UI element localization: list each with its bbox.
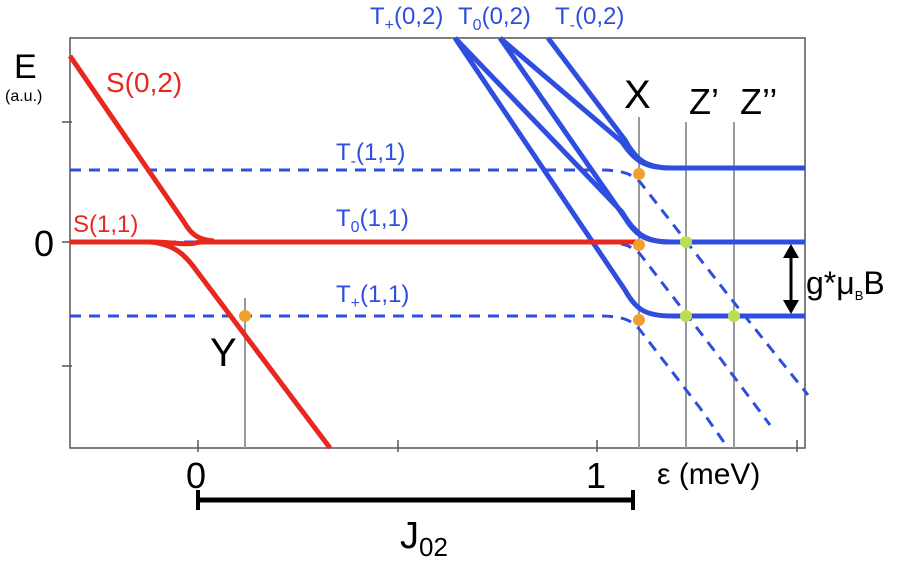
label-point-z2: Z’’ xyxy=(740,81,777,122)
j02-label: J02 xyxy=(400,515,448,561)
label-t002: T0(0,2) xyxy=(458,3,531,34)
curve-t011 xyxy=(70,240,772,426)
label-s11: S(1,1) xyxy=(73,211,138,238)
curve-tp02 xyxy=(453,36,805,245)
label-tp11: T+(1,1) xyxy=(336,281,409,312)
x-axis-unit: ε (meV) xyxy=(657,458,760,491)
marker-z2-low xyxy=(728,310,740,322)
label-s02: S(0,2) xyxy=(106,67,182,98)
marker-x-low xyxy=(633,314,645,326)
label-point-x: X xyxy=(624,73,651,117)
zeeman-arrow-head-up xyxy=(783,244,799,258)
label-tm02: T-(0,2) xyxy=(555,3,624,34)
curve-tm11 xyxy=(70,168,810,396)
curve-t002-visible xyxy=(497,36,805,245)
marker-y xyxy=(239,310,251,322)
y-axis-unit: (a.u.) xyxy=(5,88,42,105)
x-tick-label-1: 1 xyxy=(586,455,606,496)
curve-tm02-visible xyxy=(546,36,805,171)
marker-x-top xyxy=(633,168,645,180)
label-t011: T0(1,1) xyxy=(336,205,409,236)
label-point-y: Y xyxy=(210,331,237,375)
curve-s11-down xyxy=(149,239,332,450)
zeeman-label: g*μBB xyxy=(806,265,885,303)
label-tp02: T+(0,2) xyxy=(370,3,443,34)
y-zero-label: 0 xyxy=(34,223,54,264)
marker-z1-low xyxy=(680,310,692,322)
zeeman-arrow-head-down xyxy=(783,300,799,314)
x-tick-label-0: 0 xyxy=(186,455,206,496)
label-tm11: T-(1,1) xyxy=(336,139,405,170)
label-point-z1: Z’ xyxy=(689,81,719,122)
curve-tp02-visible xyxy=(452,36,805,319)
curve-s02-visible xyxy=(67,54,215,244)
marker-x-mid xyxy=(633,239,645,251)
curve-tp11 xyxy=(70,314,730,449)
marker-z1-mid xyxy=(680,236,692,248)
y-axis-title: E xyxy=(14,48,37,86)
